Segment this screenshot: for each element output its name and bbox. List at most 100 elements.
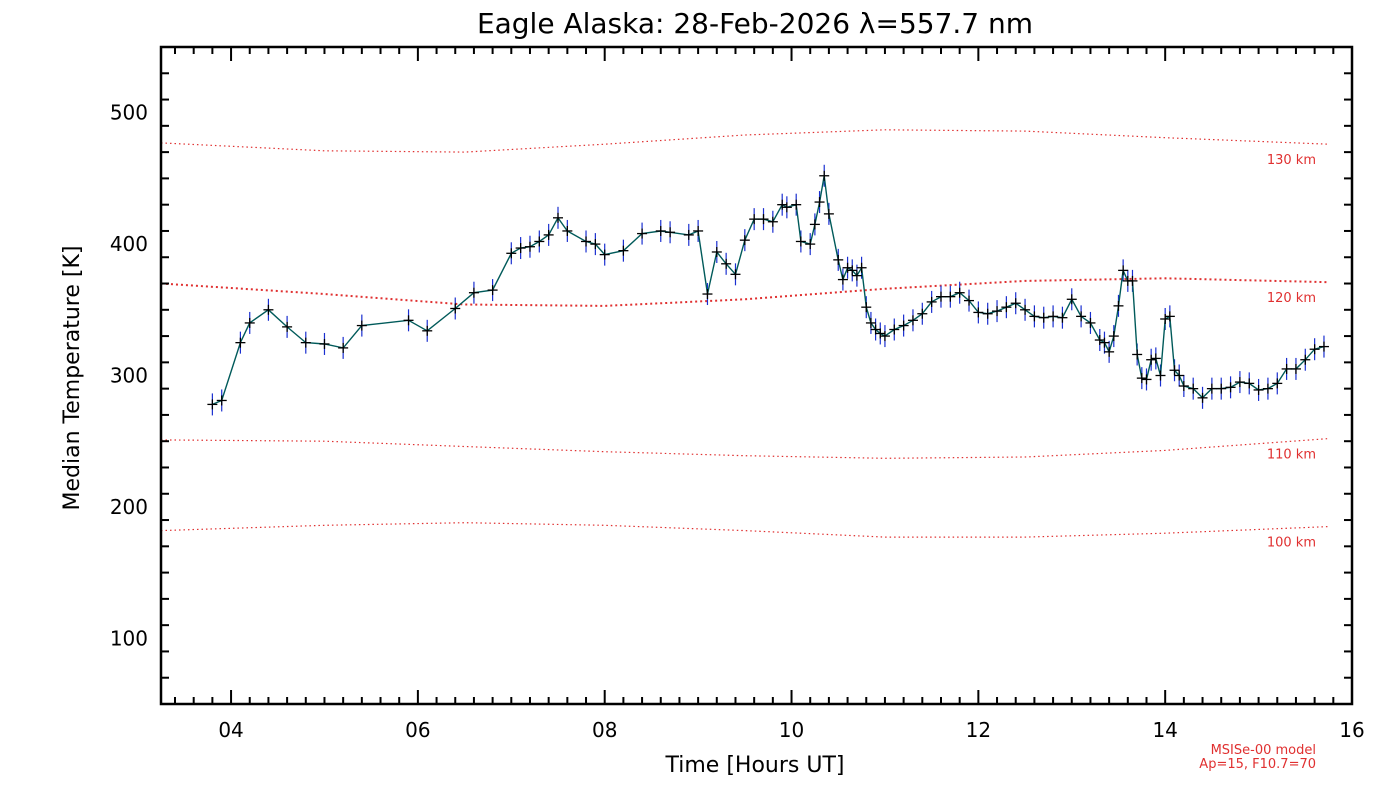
data-point <box>805 239 816 250</box>
data-point <box>1169 365 1180 376</box>
data-point <box>655 225 666 236</box>
data-point <box>795 236 806 247</box>
data-point <box>515 243 526 254</box>
data-point <box>1174 370 1185 381</box>
data-point <box>599 249 610 260</box>
data-point <box>767 216 778 227</box>
data-point <box>1085 317 1096 328</box>
data-point <box>702 289 713 300</box>
data-point <box>1164 311 1175 322</box>
data-point <box>730 269 741 280</box>
data-point <box>1076 311 1087 322</box>
data-point <box>861 302 872 313</box>
data-point <box>926 296 937 307</box>
y-tick-label: 400 <box>110 232 148 256</box>
model-footnote-line2: Ap=15, F10.7=70 <box>1199 757 1316 772</box>
data-point <box>534 236 545 247</box>
data-point <box>1118 265 1129 276</box>
data-point <box>1057 312 1068 323</box>
y-axis-label: Median Temperature [K] <box>60 246 85 511</box>
data-point <box>1290 363 1301 374</box>
data-point <box>1262 383 1273 394</box>
x-tick-label: 12 <box>966 718 991 742</box>
model-line-label: 100 km <box>1267 536 1316 551</box>
data-point <box>1300 354 1311 365</box>
data-point <box>851 270 862 281</box>
x-tick-label: 10 <box>779 718 804 742</box>
y-tick-label: 100 <box>110 626 148 650</box>
data-point <box>1099 337 1110 348</box>
data-point <box>1010 298 1021 309</box>
model-line-110km <box>160 438 1329 459</box>
data-point <box>879 331 890 342</box>
data-point <box>814 197 825 208</box>
data-point <box>898 320 909 331</box>
data-point <box>1066 294 1077 305</box>
plot-frame <box>159 45 1354 706</box>
data-point <box>758 214 769 225</box>
data-point <box>590 239 601 250</box>
x-tick-label: 04 <box>218 718 243 742</box>
data-point <box>1104 346 1115 357</box>
data-point <box>403 315 414 326</box>
temperature-line <box>212 175 1325 406</box>
data-point <box>637 228 648 239</box>
data-point <box>1029 311 1040 322</box>
data-point <box>935 291 946 302</box>
data-point <box>338 342 349 353</box>
data-point <box>282 321 293 332</box>
data-point <box>1309 344 1320 355</box>
data-point <box>665 227 676 238</box>
data-point <box>1281 363 1292 374</box>
data-point <box>781 202 792 213</box>
data-point <box>749 214 760 225</box>
data-point <box>1001 302 1012 313</box>
data-point <box>1020 304 1031 315</box>
data-point <box>837 274 848 285</box>
y-tick-label: 200 <box>110 495 148 519</box>
data-point <box>1141 374 1152 385</box>
data-point <box>1132 349 1143 360</box>
data-point <box>1318 341 1329 352</box>
data-point <box>1234 377 1245 388</box>
data-point <box>809 219 820 230</box>
data-point <box>1038 312 1049 323</box>
model-line-130km <box>160 129 1329 153</box>
data-point <box>1048 311 1059 322</box>
data-point <box>1272 378 1283 389</box>
data-point <box>524 241 535 252</box>
data-point <box>833 254 844 265</box>
model-line-label: 130 km <box>1267 153 1316 168</box>
chart-title: Eagle Alaska: 28-Feb-2026 λ=557.7 nm <box>477 7 1033 40</box>
data-point <box>721 258 732 269</box>
data-point <box>506 248 517 259</box>
data-point <box>356 320 367 331</box>
data-point <box>216 395 227 406</box>
model-line-label: 120 km <box>1267 291 1316 306</box>
data-point <box>581 236 592 247</box>
data-point <box>889 324 900 335</box>
data-point <box>865 317 876 328</box>
data-point <box>1225 382 1236 393</box>
data-point <box>1216 383 1227 394</box>
data-point <box>711 246 722 257</box>
data-point <box>819 170 830 181</box>
x-tick-label: 08 <box>592 718 617 742</box>
data-point <box>207 399 218 410</box>
data-point <box>992 306 1003 317</box>
data-point <box>543 229 554 240</box>
data-point <box>739 235 750 246</box>
data-point <box>263 304 274 315</box>
axes-layer: 04 06 08 10 12 14 16 100 200 300 400 500 <box>110 45 1365 742</box>
data-point <box>964 295 975 306</box>
x-tick-label: 14 <box>1152 718 1177 742</box>
data-point <box>487 285 498 296</box>
data-point <box>300 337 311 348</box>
data-point <box>856 262 867 273</box>
data-point <box>235 337 246 348</box>
data-point <box>683 229 694 240</box>
data-point <box>1150 353 1161 364</box>
data-point <box>982 308 993 319</box>
y-tick-label: 500 <box>110 101 148 125</box>
data-point <box>847 265 858 276</box>
